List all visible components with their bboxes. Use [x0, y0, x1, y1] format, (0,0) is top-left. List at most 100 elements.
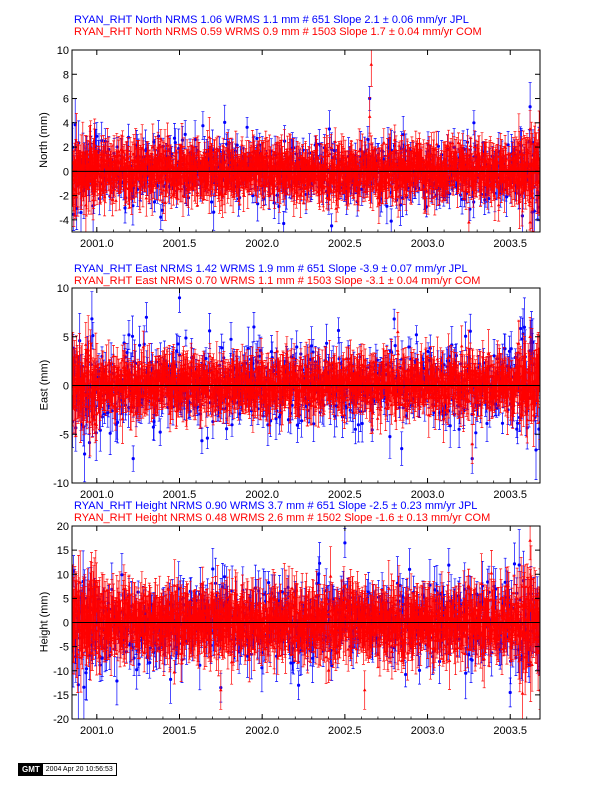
data-point — [326, 153, 330, 157]
data-point — [472, 121, 476, 125]
data-point — [163, 200, 168, 204]
data-point — [260, 183, 264, 187]
data-point — [158, 430, 162, 434]
data-point — [267, 193, 271, 197]
data-point — [159, 215, 163, 219]
data-point — [265, 150, 269, 154]
x-tick-label: 2002.5 — [328, 238, 362, 250]
data-point — [146, 157, 150, 161]
data-point — [118, 161, 122, 165]
data-point — [105, 149, 110, 153]
y-tick-label: -4 — [59, 215, 69, 227]
data-point — [195, 177, 199, 181]
data-point — [234, 152, 238, 156]
data-point — [291, 159, 296, 164]
data-point — [101, 172, 106, 176]
data-point — [282, 221, 286, 226]
data-point — [181, 193, 185, 198]
data-point — [212, 210, 216, 214]
data-point — [74, 426, 78, 430]
data-point — [367, 114, 372, 118]
data-point — [528, 105, 532, 109]
data-point — [131, 204, 135, 208]
data-point — [156, 134, 161, 138]
data-point — [235, 143, 239, 147]
data-point — [272, 201, 276, 205]
panel-1-title-line-1: RYAN_RHT East NRMS 0.70 WRMS 1.1 mm # 15… — [74, 275, 481, 287]
x-tick-label: 2001.5 — [163, 238, 197, 250]
data-point — [472, 200, 476, 204]
data-point — [255, 136, 259, 141]
data-point — [385, 204, 389, 208]
data-point — [468, 143, 473, 147]
data-point — [127, 333, 131, 337]
data-point — [123, 206, 127, 210]
data-point — [90, 317, 94, 321]
data-point — [149, 159, 154, 163]
y-tick-label: 6 — [63, 94, 69, 106]
data-point — [195, 190, 200, 194]
data-point — [434, 142, 439, 146]
data-point — [121, 149, 125, 153]
data-point — [87, 182, 91, 186]
data-point — [225, 427, 229, 431]
data-point — [207, 163, 211, 167]
data-point — [272, 184, 277, 188]
data-point — [398, 203, 402, 207]
data-point — [151, 145, 155, 149]
panel-1-plot: 2001.0 2001.5 2002.0 2002.5 2003.0 2003.5-10-… — [53, 283, 541, 501]
data-point — [173, 141, 177, 145]
data-point — [327, 127, 331, 131]
data-point — [184, 336, 188, 340]
data-point — [183, 132, 187, 136]
data-point — [83, 452, 87, 456]
panel-0-data-group — [72, 50, 540, 232]
data-point — [125, 148, 129, 152]
data-point — [208, 329, 212, 333]
data-point — [381, 140, 386, 144]
data-point — [230, 423, 234, 427]
data-point — [150, 189, 154, 193]
data-point — [369, 62, 374, 66]
data-point — [138, 343, 142, 347]
data-point — [250, 153, 254, 157]
data-point — [84, 203, 88, 207]
data-point — [220, 193, 225, 197]
data-point — [201, 124, 205, 128]
data-point — [436, 144, 440, 148]
x-tick-label: 2003.0 — [411, 238, 445, 250]
data-point — [180, 144, 184, 148]
data-point — [160, 208, 164, 212]
data-point — [269, 350, 274, 354]
data-point — [520, 214, 525, 218]
data-point — [73, 123, 77, 127]
y-tick-label: 8 — [63, 69, 69, 81]
y-tick-label: 4 — [63, 118, 69, 130]
series-com-panel-0 — [72, 50, 540, 232]
data-point — [169, 195, 173, 199]
data-point — [144, 196, 149, 200]
data-point — [186, 194, 191, 198]
panel-1-title-line-0: RYAN_RHT East NRMS 1.42 WRMS 1.9 mm # 65… — [74, 263, 468, 275]
data-point — [108, 431, 112, 435]
data-point — [505, 195, 509, 199]
data-point — [204, 356, 208, 361]
data-point — [400, 196, 405, 200]
data-point — [180, 138, 184, 142]
data-point — [114, 198, 118, 202]
data-point — [277, 204, 281, 209]
data-point — [464, 188, 468, 192]
data-point — [79, 210, 83, 215]
y-tick-label: 2 — [63, 142, 69, 154]
x-tick-label: 2003.5 — [493, 238, 527, 250]
data-point — [330, 224, 334, 228]
data-point — [87, 441, 92, 445]
data-point — [177, 146, 181, 151]
data-point — [151, 425, 155, 429]
data-point — [152, 200, 157, 204]
data-point — [205, 151, 210, 155]
panel-0-title-line-0: RYAN_RHT North NRMS 1.06 WRMS 1.1 mm # 6… — [74, 14, 469, 26]
data-point — [95, 134, 99, 138]
data-point — [210, 200, 214, 204]
data-point — [257, 354, 261, 358]
